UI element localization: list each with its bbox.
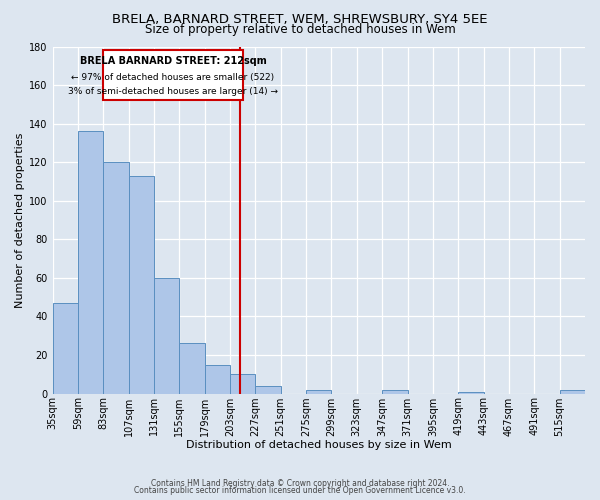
Y-axis label: Number of detached properties: Number of detached properties — [15, 132, 25, 308]
Bar — [256, 386, 281, 394]
Bar — [128, 176, 154, 394]
Bar — [560, 390, 585, 394]
Bar — [230, 374, 256, 394]
Bar — [306, 390, 331, 394]
Text: Contains HM Land Registry data © Crown copyright and database right 2024.: Contains HM Land Registry data © Crown c… — [151, 478, 449, 488]
Bar — [458, 392, 484, 394]
Bar — [154, 278, 179, 394]
Text: BRELA BARNARD STREET: 212sqm: BRELA BARNARD STREET: 212sqm — [80, 56, 266, 66]
Text: BRELA, BARNARD STREET, WEM, SHREWSBURY, SY4 5EE: BRELA, BARNARD STREET, WEM, SHREWSBURY, … — [112, 12, 488, 26]
Text: ← 97% of detached houses are smaller (522): ← 97% of detached houses are smaller (52… — [71, 72, 275, 82]
Text: Size of property relative to detached houses in Wem: Size of property relative to detached ho… — [145, 22, 455, 36]
Bar — [205, 364, 230, 394]
Bar — [78, 132, 103, 394]
FancyBboxPatch shape — [103, 50, 242, 100]
Bar — [179, 344, 205, 394]
Bar — [382, 390, 407, 394]
Text: 3% of semi-detached houses are larger (14) →: 3% of semi-detached houses are larger (1… — [68, 87, 278, 96]
Bar — [103, 162, 128, 394]
Bar — [53, 303, 78, 394]
Text: Contains public sector information licensed under the Open Government Licence v3: Contains public sector information licen… — [134, 486, 466, 495]
X-axis label: Distribution of detached houses by size in Wem: Distribution of detached houses by size … — [186, 440, 452, 450]
